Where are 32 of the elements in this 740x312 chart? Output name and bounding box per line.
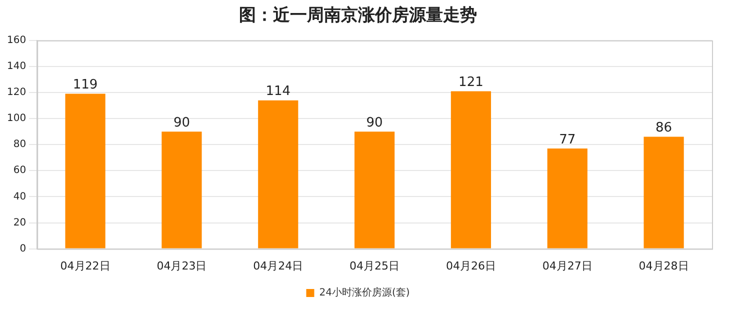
x-tick-label: 04月25日 xyxy=(350,259,400,272)
bar xyxy=(162,132,202,248)
bar xyxy=(258,100,298,248)
chart-title: 图：近一周南京涨价房源量走势 xyxy=(239,6,477,26)
bar xyxy=(644,136,684,248)
bar xyxy=(354,132,395,248)
x-tick-label: 04月23日 xyxy=(156,259,207,272)
y-tick-label: 0 xyxy=(20,243,26,254)
y-tick-label: 160 xyxy=(6,34,26,46)
data-label: 121 xyxy=(458,75,484,90)
x-tick-label: 04月24日 xyxy=(253,259,304,272)
y-tick-label: 60 xyxy=(13,165,26,176)
bar xyxy=(65,94,106,248)
x-tick-label: 04月22日 xyxy=(60,259,110,272)
data-label: 86 xyxy=(656,120,672,136)
data-label: 90 xyxy=(366,115,383,130)
bar xyxy=(450,91,492,248)
data-label: 77 xyxy=(559,132,576,148)
y-tick-label: 40 xyxy=(13,191,26,202)
legend-label: 24小时涨价房源(套) xyxy=(319,286,410,299)
data-label: 90 xyxy=(173,115,190,130)
y-tick-label: 120 xyxy=(6,87,26,98)
data-label: 119 xyxy=(72,78,98,93)
y-tick-label: 100 xyxy=(6,113,26,124)
bar xyxy=(547,148,588,248)
y-tick-label: 140 xyxy=(6,61,26,72)
x-tick-label: 04月28日 xyxy=(638,259,689,272)
data-label: 114 xyxy=(266,84,291,100)
y-tick-label: 20 xyxy=(13,217,26,228)
y-tick-label: 80 xyxy=(13,139,26,150)
x-tick-label: 04月27日 xyxy=(542,259,592,272)
x-tick-label: 04月26日 xyxy=(446,259,496,272)
